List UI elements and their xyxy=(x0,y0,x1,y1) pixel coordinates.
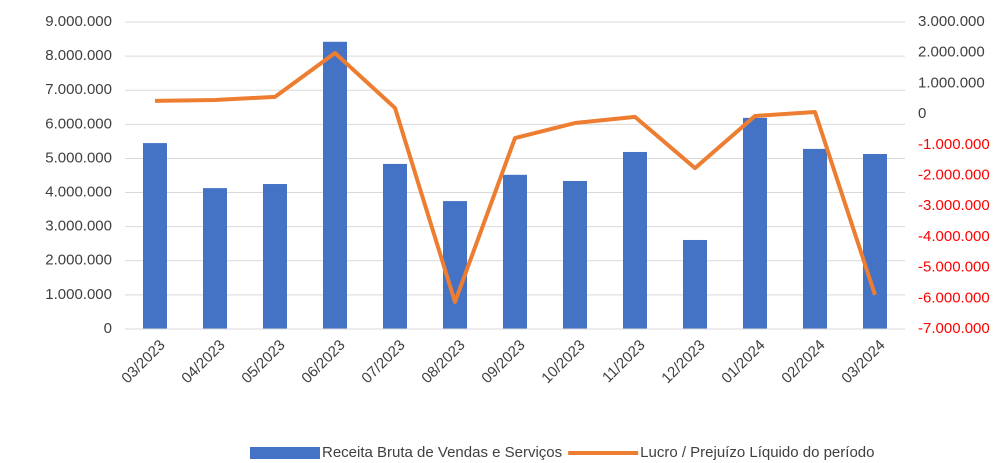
x-tick-label: 09/2023 xyxy=(478,337,528,387)
bar xyxy=(683,239,707,329)
x-tick-label: 01/2024 xyxy=(718,337,768,387)
x-tick-label: 06/2023 xyxy=(298,337,348,387)
y-tick-label: 9.000.000 xyxy=(45,13,112,30)
x-tick-label: 03/2024 xyxy=(838,337,888,387)
y-tick-label: 2.000.000 xyxy=(45,252,112,269)
y2-tick-label: 0 xyxy=(918,105,926,122)
x-tick-label: 05/2023 xyxy=(238,337,288,387)
y-tick-label: 8.000.000 xyxy=(45,47,112,64)
legend-swatch xyxy=(250,447,320,459)
x-tick-label: 04/2023 xyxy=(178,337,228,387)
bar xyxy=(803,148,827,329)
y-tick-label: 6.000.000 xyxy=(45,115,112,132)
y-tick-label: 7.000.000 xyxy=(45,81,112,98)
x-tick-label: 08/2023 xyxy=(418,337,468,387)
bar xyxy=(863,154,887,329)
y2-tick-label: 1.000.000 xyxy=(918,74,985,91)
y-tick-label: 4.000.000 xyxy=(45,184,112,201)
y-tick-label: 5.000.000 xyxy=(45,149,112,166)
y2-tick-label: -7.000.000 xyxy=(918,320,990,337)
x-tick-label: 11/2023 xyxy=(599,337,649,387)
x-tick-label: 07/2023 xyxy=(358,337,408,387)
bar xyxy=(503,174,527,329)
bar xyxy=(563,180,587,329)
bar xyxy=(383,163,407,329)
bar xyxy=(263,184,287,329)
bar xyxy=(623,151,647,329)
bar xyxy=(203,188,227,329)
legend-label: Receita Bruta de Vendas e Serviços xyxy=(322,444,562,461)
y2-tick-label: 2.000.000 xyxy=(918,44,985,61)
bar xyxy=(323,41,347,329)
y2-tick-label: -3.000.000 xyxy=(918,197,990,214)
y2-tick-label: -1.000.000 xyxy=(918,136,990,153)
y-tick-label: 0 xyxy=(104,320,112,337)
y-tick-label: 3.000.000 xyxy=(45,218,112,235)
y2-tick-label: -4.000.000 xyxy=(918,228,990,245)
line xyxy=(154,51,877,304)
x-tick-label: 02/2024 xyxy=(778,337,828,387)
x-tick-label: 10/2023 xyxy=(538,337,588,387)
y2-tick-label: 3.000.000 xyxy=(918,13,985,30)
y2-tick-label: -2.000.000 xyxy=(918,166,990,183)
bar xyxy=(143,143,167,329)
y2-tick-label: -5.000.000 xyxy=(918,259,990,276)
bar xyxy=(743,117,767,329)
y2-tick-label: -6.000.000 xyxy=(918,289,990,306)
x-tick-label: 12/2023 xyxy=(658,337,708,387)
y-tick-label: 1.000.000 xyxy=(45,286,112,303)
x-tick-label: 03/2023 xyxy=(118,337,168,387)
bar xyxy=(443,201,467,329)
legend-label: Lucro / Prejuízo Líquido do período xyxy=(640,444,874,461)
